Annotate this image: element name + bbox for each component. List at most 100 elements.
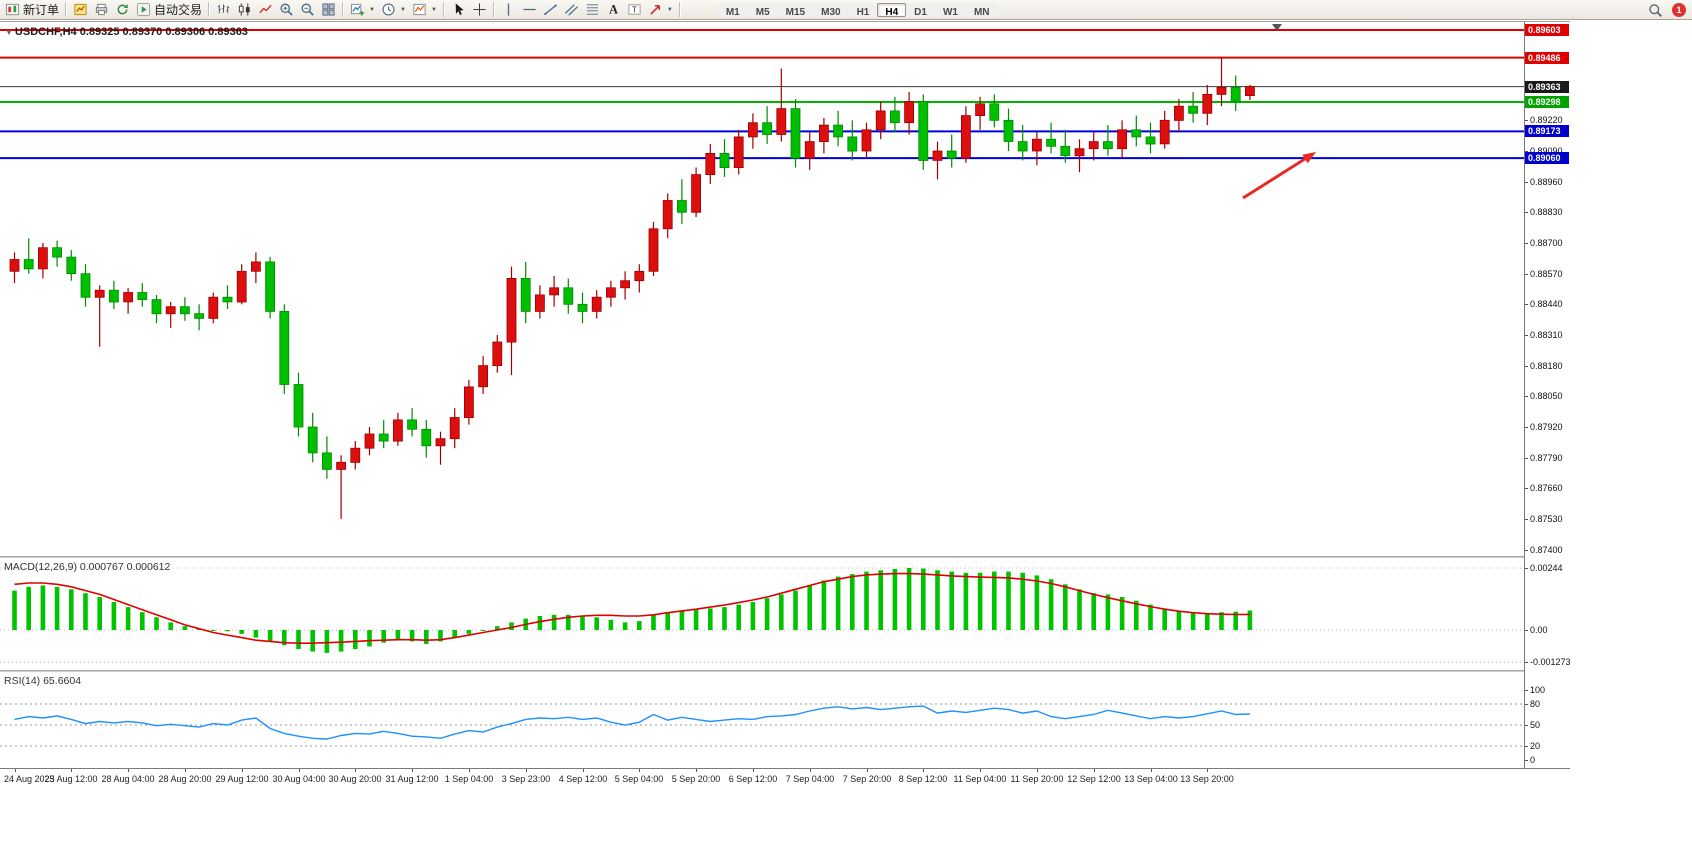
candlestick-chart-button[interactable] (234, 1, 255, 19)
rsi-panel[interactable] (0, 672, 1524, 768)
axis-tick-mark (1525, 488, 1528, 489)
main-chart-panel[interactable] (0, 22, 1524, 556)
price-badge: 0.89298 (1525, 96, 1569, 108)
axis-tick-mark (1525, 725, 1528, 726)
horizontal-line-button[interactable] (519, 1, 540, 19)
timeframe-d1[interactable]: D1 (906, 2, 935, 18)
macd-signal-line (14, 572, 1250, 644)
clock-icon (382, 3, 395, 16)
neworder-icon (5, 3, 20, 16)
bar-chart-button[interactable] (213, 1, 234, 19)
cursor-button[interactable] (448, 1, 469, 19)
timeframe-h1[interactable]: H1 (848, 2, 878, 18)
tile-windows-button[interactable] (318, 1, 339, 19)
toolbar-buttons: 新订单 自动交易 ▼ ▼ ▼ A T ▼ M1 M5 M15 M30 H1 H4 D1 W1 MN (2, 1, 998, 19)
symbol-marker-icon: ▼ (5, 28, 13, 37)
timeframe-w1[interactable]: W1 (934, 2, 966, 18)
channel-icon (564, 4, 578, 16)
price-tick-label: 0.87660 (1530, 483, 1563, 493)
toolbar-separator (65, 2, 68, 17)
time-tick-mark (71, 769, 72, 772)
time-label: 29 Aug 12:00 (215, 774, 269, 784)
arrow-annotation (1242, 152, 1316, 200)
time-label: 11 Sep 04:00 (953, 774, 1007, 784)
rsi-line (14, 705, 1250, 740)
time-tick-mark (923, 769, 924, 772)
time-label: 13 Sep 20:00 (1180, 774, 1234, 784)
timeframe-m15[interactable]: M15 (777, 2, 814, 18)
panel-separator[interactable] (0, 670, 1570, 672)
time-label: 1 Sep 04:00 (444, 774, 494, 784)
indicator-icon (350, 3, 365, 16)
hline-icon (523, 8, 536, 11)
axis-tick-mark (1525, 243, 1528, 244)
indicators-button[interactable]: ▼ (347, 1, 378, 19)
rsi-tick-label: 20 (1530, 741, 1541, 751)
print-icon (95, 3, 108, 16)
timeframe-h4[interactable]: H4 (877, 2, 907, 18)
macd-tick-label: 0.00244 (1530, 563, 1563, 573)
zoom-out-button[interactable] (297, 1, 318, 19)
trendline-button[interactable] (540, 1, 561, 19)
linechart-icon (259, 4, 272, 14)
macd-canvas[interactable] (0, 558, 1524, 670)
right-shift-marker (1272, 24, 1282, 31)
timeframe-m30[interactable]: M30 (813, 2, 849, 18)
price-tick-label: 0.88050 (1530, 391, 1563, 401)
textA-icon: A (609, 3, 618, 17)
arrows-tool-button[interactable]: ▼ (645, 1, 676, 19)
price-badge: 0.89603 (1525, 24, 1569, 36)
time-label: 8 Sep 12:00 (898, 774, 948, 784)
axis-tick-mark (1525, 396, 1528, 397)
channel-button[interactable] (561, 1, 582, 19)
axis-tick-mark (1525, 212, 1528, 213)
rsi-tick-label: 100 (1530, 685, 1546, 695)
search-button[interactable] (1645, 1, 1666, 19)
price-tick-label: 0.87530 (1530, 514, 1563, 524)
crosshair-icon (473, 3, 486, 16)
tline-icon (544, 4, 557, 16)
price-badge: 0.89060 (1525, 152, 1569, 164)
toolbar-separator (342, 2, 345, 17)
rsi-canvas[interactable] (0, 672, 1524, 768)
macd-panel[interactable] (0, 558, 1524, 670)
time-axis[interactable]: 24 Aug 2023 25 Aug 12:00 28 Aug 04:00 28 Au… (0, 768, 1570, 789)
time-label: 31 Aug 12:00 (385, 774, 439, 784)
price-tick-label: 0.88960 (1530, 177, 1563, 187)
vertical-line-button[interactable] (498, 1, 519, 19)
label-button[interactable]: T (624, 1, 645, 19)
charts-profile-button[interactable] (70, 1, 91, 19)
line-chart-button[interactable] (255, 1, 276, 19)
main-chart-canvas[interactable] (0, 22, 1524, 556)
price-tick-label: 0.88310 (1530, 330, 1563, 340)
templates-button[interactable]: ▼ (409, 1, 440, 19)
panel-separator[interactable] (0, 556, 1570, 558)
time-label: 13 Sep 04:00 (1124, 774, 1178, 784)
timeframe-m1[interactable]: M1 (717, 2, 748, 18)
zoom-in-button[interactable] (276, 1, 297, 19)
chart-title-text: USDCHF,H4 0.89325 0.89370 0.89306 0.8936… (14, 26, 248, 38)
time-label: 5 Sep 04:00 (614, 774, 664, 784)
time-tick-mark (810, 769, 811, 772)
notification-badge[interactable]: 1 (1672, 3, 1686, 17)
refresh-button[interactable] (112, 1, 133, 19)
timeframe-m5[interactable]: M5 (747, 2, 778, 18)
text-button[interactable]: A (603, 1, 624, 19)
print-button[interactable] (91, 1, 112, 19)
axis-tick-mark (1525, 690, 1528, 691)
new-order-button[interactable]: 新订单 (2, 1, 62, 19)
axis-tick-mark (1525, 458, 1528, 459)
price-badge: 0.89173 (1525, 125, 1569, 137)
fibonacci-button[interactable] (582, 1, 603, 19)
periods-button[interactable]: ▼ (378, 1, 409, 19)
rsi-label: RSI(14) 65.6604 (4, 675, 82, 687)
price-axis[interactable]: 0.89220 0.89090 0.88960 0.88830 0.88700 0.885… (1524, 22, 1571, 768)
timeframe-mn[interactable]: MN (965, 2, 998, 18)
axis-tick-mark (1525, 550, 1528, 551)
crosshair-button[interactable] (469, 1, 490, 19)
macd-histogram (12, 568, 1253, 653)
time-label: 6 Sep 12:00 (728, 774, 778, 784)
chart-top-border (0, 21, 1570, 22)
axis-tick-mark (1525, 427, 1528, 428)
autotrading-button[interactable]: 自动交易 (133, 1, 205, 19)
